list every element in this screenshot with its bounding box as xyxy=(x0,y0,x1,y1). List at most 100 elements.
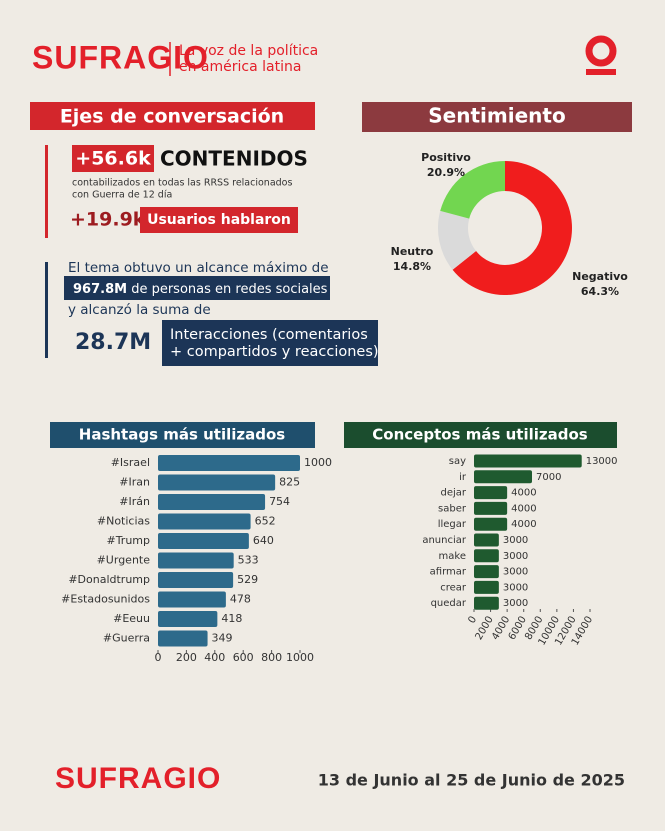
reach-text: El tema obtuvo un alcance máximo de xyxy=(68,260,329,276)
slice-label: Positivo xyxy=(421,151,471,164)
reach-box xyxy=(64,276,330,300)
bar xyxy=(474,517,508,531)
chart-banner xyxy=(50,422,315,448)
accent-line xyxy=(45,145,48,238)
slice-label: Neutro xyxy=(391,245,434,258)
x-tick-label: 200 xyxy=(176,651,197,664)
value-label: 3000 xyxy=(503,598,528,609)
stat-value: +19.9k xyxy=(70,209,146,231)
value-label: 3000 xyxy=(503,582,528,593)
bar xyxy=(474,454,582,468)
slice-label: Negativo xyxy=(572,270,628,283)
value-label: 3000 xyxy=(503,567,528,578)
category-label: #Donaldtrump xyxy=(68,573,150,586)
category-label: quedar xyxy=(431,598,467,609)
accent-line xyxy=(45,262,48,358)
value-label: 652 xyxy=(255,515,276,528)
value-label: 7000 xyxy=(536,472,561,483)
bar xyxy=(158,494,266,510)
value-label: 4000 xyxy=(511,488,536,499)
value-label: 529 xyxy=(237,573,258,586)
brand-icon xyxy=(585,35,617,75)
category-label: ir xyxy=(459,472,467,483)
bar xyxy=(474,486,508,500)
category-label: #Noticias xyxy=(97,515,150,528)
donut-slice xyxy=(437,210,477,270)
value-label: 1000 xyxy=(304,456,332,469)
donut-slice xyxy=(440,161,505,219)
category-label: anunciar xyxy=(422,535,467,546)
footer-dates: 13 de Junio al 25 de Junio de 2025 xyxy=(318,771,625,790)
stat-value: +56.6k xyxy=(75,148,151,170)
bar xyxy=(474,549,499,563)
bar xyxy=(158,533,249,549)
bar xyxy=(474,565,499,579)
bar xyxy=(158,474,276,491)
chart-title: Hashtags más utilizados xyxy=(79,426,286,444)
stat-label: CONTENIDOS xyxy=(160,147,308,171)
category-label: #Guerra xyxy=(103,632,150,645)
bar xyxy=(474,533,499,547)
footer-logo: SUFRAGIO xyxy=(55,762,221,795)
tagline: La voz de la política xyxy=(179,43,318,59)
section-title: Ejes de conversación xyxy=(60,106,284,128)
value-label: 418 xyxy=(221,612,242,625)
x-tick-label: 400 xyxy=(204,651,225,664)
value-label: 754 xyxy=(269,495,290,508)
category-label: llegar xyxy=(438,519,467,530)
category-label: crear xyxy=(440,582,467,593)
stat-label: Usuarios hablaron xyxy=(147,212,291,228)
interactions-label: Interacciones (comentarios xyxy=(170,327,368,343)
category-label: make xyxy=(439,551,466,562)
slice-value: 20.9% xyxy=(427,166,465,179)
bar xyxy=(474,580,499,594)
reach-text: y alcanzó la suma de xyxy=(68,302,211,318)
value-label: 3000 xyxy=(503,551,528,562)
value-label: 3000 xyxy=(503,535,528,546)
category-label: #Israel xyxy=(111,456,150,469)
reach-text: de personas en redes sociales xyxy=(131,282,327,297)
x-tick-label: 0 xyxy=(155,651,162,664)
bar xyxy=(158,572,234,588)
value-label: 825 xyxy=(279,476,300,489)
reach-value: 967.8M xyxy=(73,282,127,297)
stat-box xyxy=(72,145,154,172)
slice-value: 14.8% xyxy=(393,260,431,273)
stat-box xyxy=(140,207,298,233)
category-label: #Iran xyxy=(119,476,150,489)
value-label: 640 xyxy=(253,534,274,547)
bar xyxy=(158,611,218,627)
category-label: #Estadosunidos xyxy=(61,593,150,606)
tagline: en américa latina xyxy=(179,59,301,75)
x-tick-label: 600 xyxy=(233,651,254,664)
bar xyxy=(474,470,532,484)
value-label: 478 xyxy=(230,593,251,606)
interactions-box xyxy=(162,320,378,366)
value-label: 349 xyxy=(212,632,233,645)
bar xyxy=(158,591,226,608)
chart-title: Sentimiento xyxy=(428,104,565,128)
section-banner xyxy=(30,102,315,130)
category-label: #Trump xyxy=(106,534,150,547)
chart-title: Conceptos más utilizados xyxy=(372,426,587,444)
bar xyxy=(158,513,251,530)
value-label: 4000 xyxy=(511,503,536,514)
bar xyxy=(474,501,508,515)
x-tick-label: 0 xyxy=(466,615,479,626)
reach-text: 967.8M de personas en redes sociales xyxy=(73,282,328,297)
category-label: dejar xyxy=(440,488,466,499)
chart-banner xyxy=(362,102,632,132)
interactions-label: + compartidos y reacciones) xyxy=(170,344,379,360)
x-tick-label: 1000 xyxy=(286,651,314,664)
x-tick-label: 800 xyxy=(261,651,282,664)
bar xyxy=(158,630,208,647)
category-label: #Eeuu xyxy=(113,612,150,625)
slice-value: 64.3% xyxy=(581,285,619,298)
value-label: 4000 xyxy=(511,519,536,530)
category-label: #Irán xyxy=(119,495,150,508)
category-label: afirmar xyxy=(430,567,467,578)
category-label: saber xyxy=(438,503,467,514)
